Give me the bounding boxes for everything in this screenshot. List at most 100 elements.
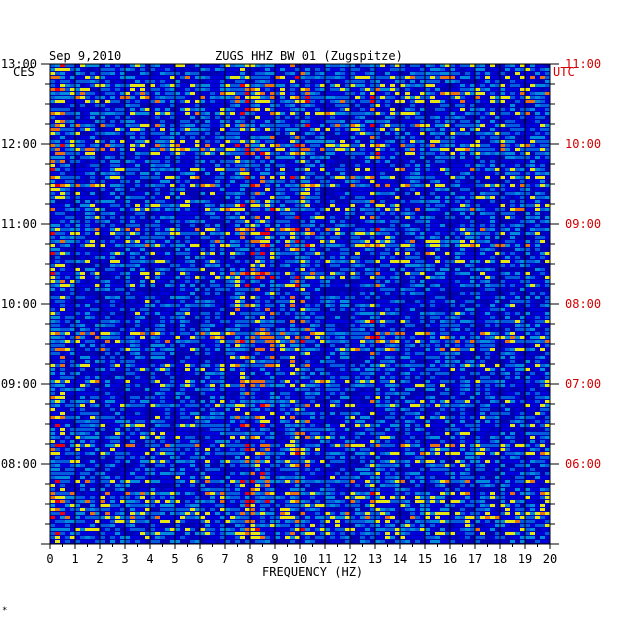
spectral-cell bbox=[200, 112, 205, 115]
spectral-cell bbox=[295, 208, 300, 211]
spectral-cell bbox=[445, 272, 450, 275]
spectral-cell bbox=[415, 236, 420, 239]
spectral-cell bbox=[380, 92, 385, 95]
spectral-cell bbox=[320, 256, 325, 259]
spectral-cell bbox=[360, 148, 365, 151]
spectral-cell bbox=[355, 264, 360, 267]
spectral-cell bbox=[290, 280, 295, 283]
spectral-cell bbox=[80, 136, 85, 139]
spectral-cell bbox=[515, 84, 520, 87]
spectral-cell bbox=[205, 164, 210, 167]
spectral-cell bbox=[205, 204, 210, 207]
spectral-cell bbox=[230, 124, 235, 127]
spectral-cell bbox=[480, 116, 485, 119]
spectral-cell bbox=[475, 236, 480, 239]
spectral-cell bbox=[300, 252, 305, 255]
spectral-cell bbox=[330, 240, 335, 243]
spectral-cell bbox=[215, 100, 220, 103]
spectral-cell bbox=[190, 92, 195, 95]
spectral-cell bbox=[480, 216, 485, 219]
spectral-cell bbox=[435, 64, 440, 67]
spectral-cell bbox=[405, 148, 410, 151]
spectral-cell bbox=[430, 288, 435, 291]
spectral-cell bbox=[50, 160, 55, 163]
spectral-cell bbox=[230, 180, 235, 183]
spectral-cell bbox=[225, 196, 230, 199]
spectral-cell bbox=[435, 88, 440, 91]
spectral-cell bbox=[200, 192, 205, 195]
spectral-cell bbox=[460, 272, 465, 275]
spectral-cell bbox=[445, 172, 450, 175]
spectral-cell bbox=[515, 244, 520, 247]
spectral-cell bbox=[175, 128, 180, 131]
spectral-cell bbox=[370, 200, 375, 203]
spectral-cell bbox=[420, 172, 425, 175]
spectral-cell bbox=[365, 244, 370, 247]
spectral-cell bbox=[80, 232, 85, 235]
spectral-cell bbox=[315, 100, 320, 103]
spectral-cell bbox=[90, 124, 95, 127]
spectral-cell bbox=[355, 244, 360, 247]
spectral-cell bbox=[310, 104, 315, 107]
spectral-cell bbox=[180, 100, 185, 103]
spectral-cell bbox=[240, 252, 245, 255]
spectral-cell bbox=[265, 292, 270, 295]
spectral-cell bbox=[270, 292, 275, 295]
spectral-cell bbox=[265, 168, 270, 171]
spectral-cell bbox=[175, 112, 180, 115]
spectral-cell bbox=[105, 244, 110, 247]
spectral-cell bbox=[445, 152, 450, 155]
spectral-cell bbox=[170, 76, 175, 79]
spectral-cell bbox=[280, 180, 285, 183]
spectral-cell bbox=[140, 184, 145, 187]
spectral-cell bbox=[215, 116, 220, 119]
spectral-cell bbox=[375, 288, 380, 291]
spectral-cell bbox=[475, 264, 480, 267]
spectral-cell bbox=[100, 116, 105, 119]
spectral-cell bbox=[185, 276, 190, 279]
spectral-cell bbox=[165, 100, 170, 103]
spectral-cell bbox=[485, 100, 490, 103]
spectral-cell bbox=[185, 184, 190, 187]
spectral-cell bbox=[85, 212, 90, 215]
spectral-cell bbox=[485, 112, 490, 115]
spectral-cell bbox=[225, 288, 230, 291]
spectral-cell bbox=[250, 168, 255, 171]
spectral-cell bbox=[235, 164, 240, 167]
spectral-cell bbox=[60, 84, 65, 87]
spectral-cell bbox=[270, 100, 275, 103]
spectral-cell bbox=[80, 108, 85, 111]
spectral-cell bbox=[130, 128, 135, 131]
spectral-cell bbox=[520, 240, 525, 243]
spectral-cell bbox=[545, 292, 550, 295]
spectral-cell bbox=[260, 216, 265, 219]
spectral-cell bbox=[400, 216, 405, 219]
spectral-cell bbox=[175, 276, 180, 279]
spectral-cell bbox=[325, 72, 330, 75]
spectral-cell bbox=[100, 208, 105, 211]
spectral-cell bbox=[410, 160, 415, 163]
spectral-cell bbox=[255, 96, 260, 99]
spectral-cell bbox=[250, 268, 255, 271]
spectral-cell bbox=[95, 300, 100, 303]
spectral-cell bbox=[535, 100, 540, 103]
spectral-cell bbox=[205, 132, 210, 135]
spectral-cell bbox=[75, 280, 80, 283]
spectral-cell bbox=[525, 276, 530, 279]
spectral-cell bbox=[170, 92, 175, 95]
spectral-cell bbox=[255, 300, 260, 303]
spectral-cell bbox=[360, 64, 365, 67]
spectral-cell bbox=[445, 248, 450, 251]
spectral-cell bbox=[210, 100, 215, 103]
spectral-cell bbox=[80, 208, 85, 211]
spectral-cell bbox=[375, 172, 380, 175]
spectral-cell bbox=[50, 268, 55, 271]
spectral-cell bbox=[145, 140, 150, 143]
spectral-cell bbox=[505, 164, 510, 167]
spectral-cell bbox=[490, 132, 495, 135]
spectral-cell bbox=[165, 276, 170, 279]
spectral-cell bbox=[115, 252, 120, 255]
spectral-cell bbox=[475, 152, 480, 155]
spectral-cell bbox=[215, 244, 220, 247]
spectral-cell bbox=[545, 68, 550, 71]
